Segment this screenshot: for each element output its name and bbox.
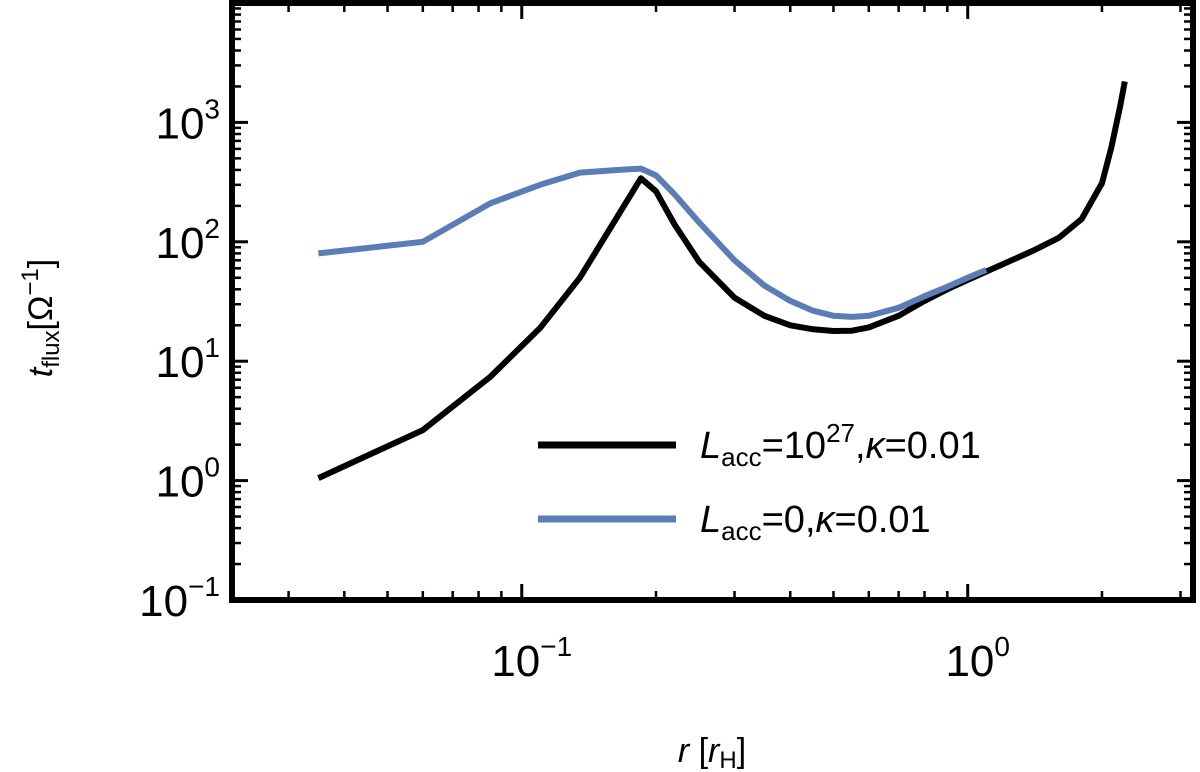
y-tick-label: 103 [155, 93, 220, 148]
series-line-2 [318, 165, 988, 320]
plot-frame [229, 0, 1196, 603]
y-tick-label: 10−1 [139, 571, 220, 626]
y-tick-label: 101 [155, 332, 220, 387]
y-tick-label: 100 [155, 452, 220, 507]
y-axis-title: tflux[Ω−1] [17, 259, 65, 378]
legend: Lacc=1027,κ=0.01 Lacc=0,κ=0.01 [538, 418, 981, 546]
legend-label-2: Lacc=0,κ=0.01 [700, 499, 931, 546]
series-line-1 [317, 80, 1128, 481]
tick-labels: 10−1 100 101 102 103 10−1 100 [139, 93, 1010, 686]
x-axis-title: r [rH] [678, 732, 746, 772]
series-layer [317, 80, 1128, 481]
y-tick-label: 102 [155, 213, 220, 268]
legend-label-1: Lacc=1027,κ=0.01 [700, 418, 981, 472]
x-tick-label: 10−1 [491, 631, 572, 686]
x-tick-label: 100 [945, 631, 1010, 686]
